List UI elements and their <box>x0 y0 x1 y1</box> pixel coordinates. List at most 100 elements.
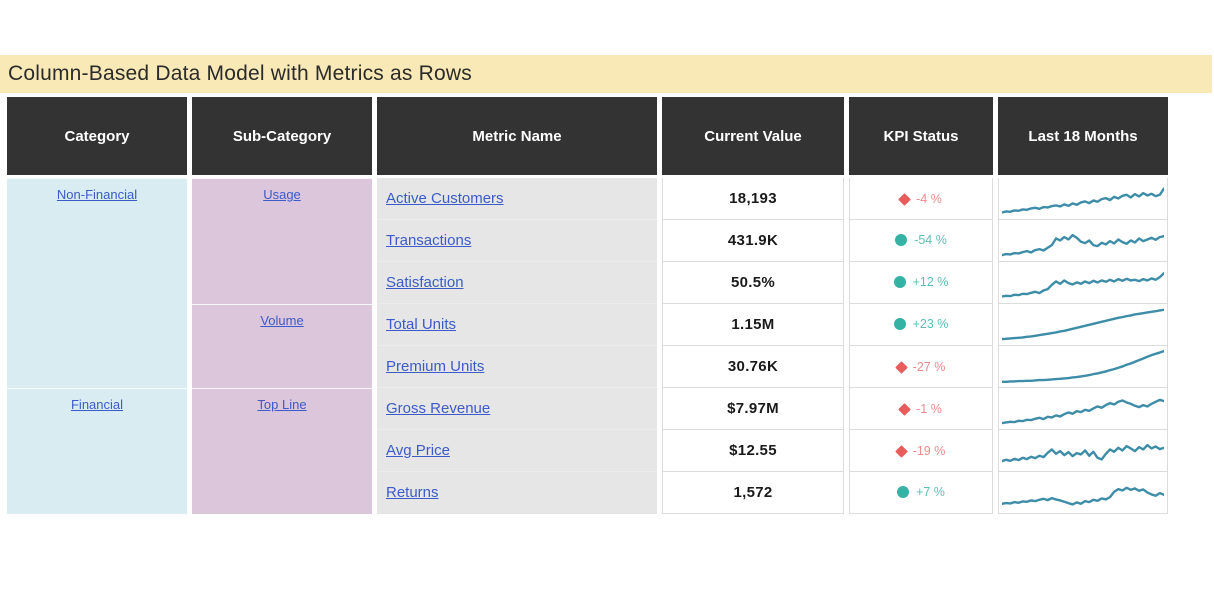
kpi-status-cell: -54 % <box>849 220 993 262</box>
metric-name-cell: Satisfaction <box>377 262 657 304</box>
table-row: Financial Top Line Gross Revenue $7.97M -1 % <box>7 388 1168 514</box>
kpi-diamond-icon <box>894 360 908 374</box>
table-row: Volume Total Units 1.15M +23 % <box>7 304 1168 388</box>
column-header-last-18-months[interactable]: Last 18 Months <box>998 97 1168 178</box>
table-row: Satisfaction 50.5% +12 % <box>7 262 1168 304</box>
sparkline-chart <box>1002 432 1164 469</box>
column-header-sub-category[interactable]: Sub-Category <box>192 97 372 178</box>
sparkline-path <box>1002 273 1164 296</box>
sparkline-chart <box>1002 348 1164 385</box>
column-header-kpi-status[interactable]: KPI Status <box>849 97 993 178</box>
table-row: Returns 1,572 +7 % <box>7 472 1168 514</box>
kpi-status-indicator: +7 % <box>897 485 945 499</box>
sparkline-chart <box>1002 180 1164 217</box>
kpi-status-cell: +12 % <box>849 262 993 304</box>
metrics-matrix-table: Category Sub-Category Metric Name Current V… <box>2 97 1173 514</box>
metric-link[interactable]: Satisfaction <box>386 274 464 291</box>
sparkline-cell <box>998 388 1168 430</box>
sparkline-chart <box>1002 306 1164 343</box>
metric-link[interactable]: Total Units <box>386 316 457 333</box>
sparkline-chart <box>1002 264 1164 301</box>
sparkline-cell <box>998 346 1168 388</box>
kpi-status-indicator: -54 % <box>895 233 947 247</box>
current-value-cell: 50.5% <box>662 262 844 304</box>
subcategory-link[interactable]: Volume <box>260 313 304 328</box>
category-link[interactable]: Financial <box>70 397 124 412</box>
sparkline-cell <box>998 220 1168 262</box>
kpi-status-indicator: -19 % <box>894 444 946 458</box>
sparkline-cell <box>998 262 1168 304</box>
sparkline-chart <box>1002 474 1164 511</box>
metric-link[interactable]: Active Customers <box>386 190 504 207</box>
kpi-status-cell: -1 % <box>849 388 993 430</box>
kpi-circle-icon <box>897 485 910 498</box>
kpi-circle-icon <box>893 317 906 330</box>
kpi-status-indicator: +23 % <box>893 316 949 331</box>
kpi-diamond-icon <box>898 402 912 416</box>
subcategory-link[interactable]: Usage <box>263 187 301 202</box>
subcategory-cell: Usage <box>192 178 372 304</box>
sparkline-path <box>1002 351 1164 382</box>
sparkline-path <box>1002 310 1164 339</box>
sparkline-path <box>1002 445 1164 461</box>
current-value-cell: 1,572 <box>662 472 844 514</box>
sparkline-path <box>1002 488 1164 505</box>
kpi-percent-label: +12 % <box>912 274 949 289</box>
metric-name-cell: Gross Revenue <box>377 388 657 430</box>
kpi-status-cell: +7 % <box>849 472 993 514</box>
kpi-status-cell: -27 % <box>849 346 993 388</box>
kpi-status-cell: -4 % <box>849 178 993 220</box>
metric-link[interactable]: Premium Units <box>386 358 485 375</box>
metric-name-cell: Avg Price <box>377 430 657 472</box>
header-row: Category Sub-Category Metric Name Current V… <box>7 97 1168 178</box>
current-value-cell: 30.76K <box>662 346 844 388</box>
table-row: Transactions 431.9K -54 % <box>7 220 1168 262</box>
table-body: Non-Financial Usage Active Customers 18,193… <box>7 178 1168 514</box>
kpi-circle-icon <box>893 275 906 288</box>
kpi-status-cell: -19 % <box>849 430 993 472</box>
table-row: Premium Units 30.76K -27 % <box>7 346 1168 388</box>
column-header-current-value[interactable]: Current Value <box>662 97 844 178</box>
column-header-metric-name[interactable]: Metric Name <box>377 97 657 178</box>
kpi-status-indicator: +12 % <box>893 274 949 289</box>
kpi-status-indicator: -27 % <box>894 360 946 374</box>
kpi-diamond-icon <box>898 192 912 206</box>
metric-link[interactable]: Transactions <box>386 232 472 249</box>
metric-name-cell: Premium Units <box>377 346 657 388</box>
current-value-cell: $7.97M <box>662 388 844 430</box>
category-link[interactable]: Non-Financial <box>56 187 138 202</box>
metric-name-cell: Active Customers <box>377 178 657 220</box>
kpi-percent-label: -4 % <box>916 192 942 206</box>
sparkline-cell <box>998 472 1168 514</box>
subcategory-cell: Top Line <box>192 388 372 514</box>
kpi-status-indicator: -4 % <box>898 192 942 206</box>
column-header-category[interactable]: Category <box>7 97 187 178</box>
sparkline-cell <box>998 178 1168 220</box>
metric-name-cell: Returns <box>377 472 657 514</box>
current-value-cell: 431.9K <box>662 220 844 262</box>
kpi-percent-label: -54 % <box>914 232 947 247</box>
table-row: Non-Financial Usage Active Customers 18,193… <box>7 178 1168 388</box>
sparkline-cell <box>998 304 1168 346</box>
sparkline-cell <box>998 430 1168 472</box>
subcategory-cell: Volume <box>192 304 372 388</box>
sparkline-chart <box>1002 390 1164 427</box>
kpi-status-cell: +23 % <box>849 304 993 346</box>
metric-link[interactable]: Gross Revenue <box>386 400 491 417</box>
subcategory-link[interactable]: Top Line <box>257 397 307 412</box>
sparkline-path <box>1002 188 1164 212</box>
metric-link[interactable]: Returns <box>386 484 439 501</box>
kpi-percent-label: -19 % <box>912 444 946 458</box>
table-row: Avg Price $12.55 -19 % <box>7 430 1168 472</box>
sparkline-path <box>1002 235 1164 255</box>
metric-link[interactable]: Avg Price <box>386 442 450 459</box>
current-value-cell: $12.55 <box>662 430 844 472</box>
visual-title: Column-Based Data Model with Metrics as … <box>0 55 1212 93</box>
metric-name-cell: Total Units <box>377 304 657 346</box>
kpi-percent-label: -1 % <box>916 402 942 416</box>
category-cell: Non-Financial <box>7 178 187 388</box>
kpi-percent-label: -27 % <box>912 360 946 374</box>
kpi-percent-label: +23 % <box>912 316 949 331</box>
kpi-status-indicator: -1 % <box>898 402 942 416</box>
